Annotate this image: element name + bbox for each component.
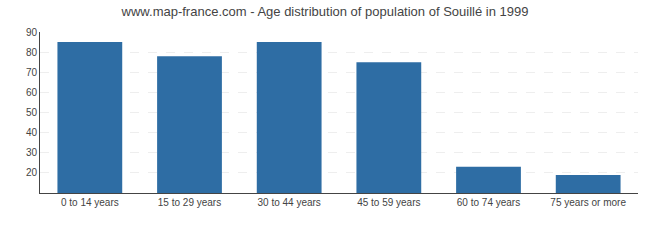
- svg-text:60: 60: [26, 87, 38, 98]
- svg-text:90: 90: [26, 27, 38, 38]
- svg-text:50: 50: [26, 107, 38, 118]
- svg-text:60 to 74 years: 60 to 74 years: [457, 197, 520, 208]
- svg-text:45 to 59 years: 45 to 59 years: [357, 197, 420, 208]
- svg-text:70: 70: [26, 67, 38, 78]
- svg-text:www.map-france.com - Age distr: www.map-france.com - Age distribution of…: [121, 4, 529, 19]
- svg-text:30 to 44 years: 30 to 44 years: [257, 197, 320, 208]
- svg-text:30: 30: [26, 147, 38, 158]
- svg-text:75 years or more: 75 years or more: [550, 197, 626, 208]
- svg-text:0 to 14 years: 0 to 14 years: [61, 197, 119, 208]
- svg-text:20: 20: [26, 167, 38, 178]
- svg-text:80: 80: [26, 47, 38, 58]
- svg-text:40: 40: [26, 127, 38, 138]
- svg-text:15 to 29 years: 15 to 29 years: [158, 197, 221, 208]
